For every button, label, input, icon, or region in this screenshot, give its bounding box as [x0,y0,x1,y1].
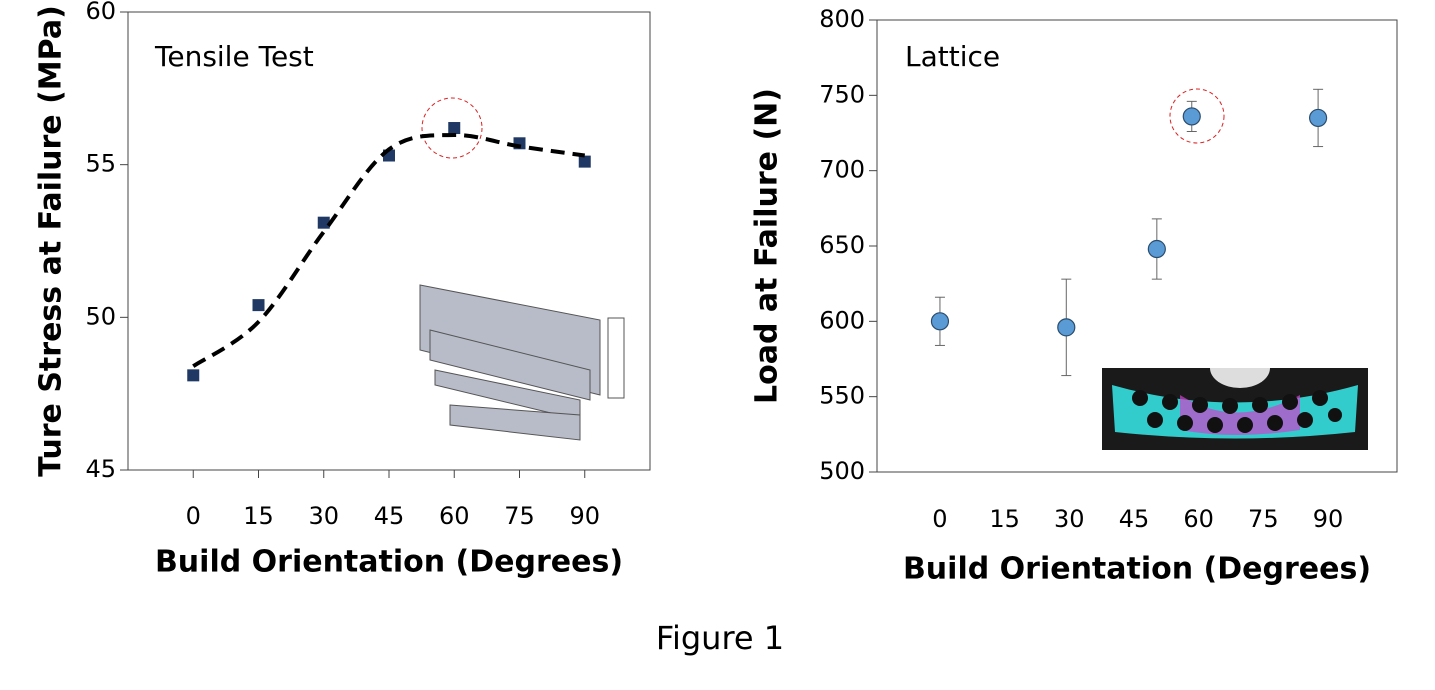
x-tick-label: 45 [1119,505,1150,533]
x-tick-label: 45 [374,502,405,530]
marker [578,155,591,168]
marker [1147,239,1166,259]
x-axis-title: Build Orientation (Degrees) [155,545,623,580]
x-tick-label: 60 [1183,505,1214,533]
y-tick-label: 750 [819,80,865,108]
highlight-circle [421,97,483,159]
left-inset [419,284,625,441]
x-tick-label: 0 [932,505,947,533]
inset-part [449,404,581,441]
x-tick-label: 30 [1054,505,1085,533]
y-tick-label: 600 [819,306,865,334]
y-tick-label: 550 [819,382,865,410]
inset-arrow [607,317,625,399]
marker [1057,318,1076,337]
marker [317,216,330,229]
annotation: Lattice [905,40,1000,73]
y-tick-label: 45 [85,455,116,483]
x-tick-label: 15 [989,505,1020,533]
figure-caption: Figure 1 [656,619,784,657]
y-tick-label: 60 [85,0,116,25]
x-tick-label: 75 [1248,505,1279,533]
y-axis-title: Load at Failure (N) [750,88,785,404]
y-tick-label: 50 [85,302,116,330]
marker [1308,108,1328,128]
y-tick-label: 700 [819,156,865,184]
x-tick-label: 90 [569,502,600,530]
y-tick-label: 800 [819,5,865,33]
x-tick-label: 15 [243,502,274,530]
inset-part [429,329,591,401]
x-tick-label: 0 [186,502,201,530]
y-tick-label: 500 [819,457,865,485]
x-tick-label: 75 [504,502,535,530]
marker [448,122,461,135]
y-axis-title: Ture Stress at Failure (MPa) [34,5,69,477]
marker [1182,107,1201,126]
inset-roller [1210,368,1270,388]
inset-holes [1132,390,1342,433]
x-tick-label: 30 [308,502,339,530]
highlight-circle [1169,88,1225,144]
right-inset [1102,368,1368,450]
marker [252,299,265,312]
y-tick-label: 55 [85,150,116,178]
annotation: Tensile Test [154,40,314,73]
y-tick-label: 650 [819,231,865,259]
x-axis-title: Build Orientation (Degrees) [903,552,1371,587]
marker [187,369,200,382]
x-tick-label: 60 [439,502,470,530]
x-tick-label: 90 [1313,505,1344,533]
marker [930,312,950,331]
trend-line [192,133,586,368]
